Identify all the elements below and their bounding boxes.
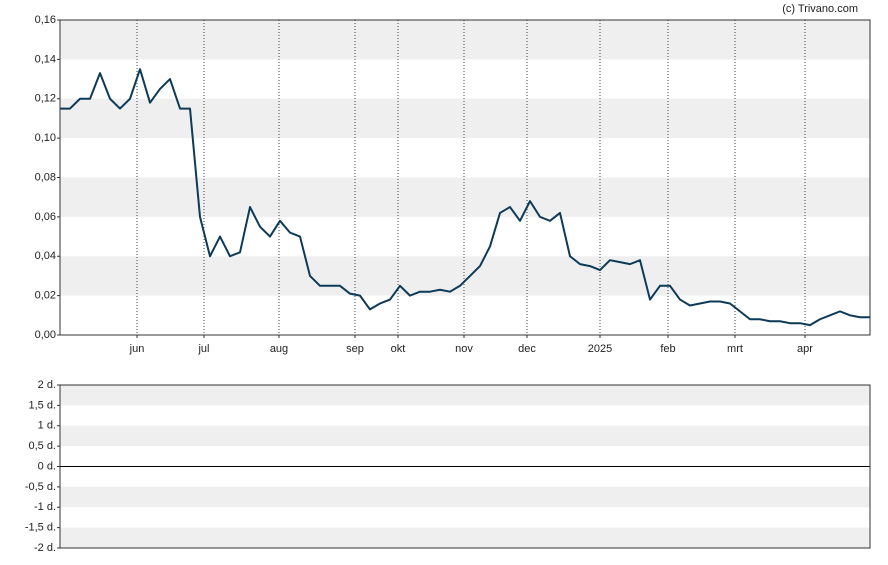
x-tick-label: aug	[270, 343, 288, 355]
x-tick-label: apr	[797, 343, 813, 355]
y-tick-label: 0 d.	[38, 460, 56, 472]
x-tick-label: feb	[660, 343, 675, 355]
grid-band	[60, 20, 870, 60]
x-tick-label: okt	[391, 343, 406, 355]
y-tick-label: -0,5 d.	[25, 481, 56, 493]
grid-band	[60, 256, 870, 296]
y-tick-label: 0,04	[35, 250, 56, 262]
x-tick-label: dec	[518, 343, 536, 355]
grid-band	[60, 425, 870, 447]
y-tick-label: 0,16	[35, 14, 56, 26]
x-tick-label: 2025	[588, 343, 612, 355]
y-tick-label: -1,5 d.	[25, 522, 56, 534]
grid-band	[60, 527, 870, 548]
y-tick-label: 0,02	[35, 290, 56, 302]
y-tick-label: 1 d.	[38, 420, 56, 432]
x-tick-label: jun	[129, 343, 145, 355]
plot-border	[59, 19, 871, 336]
credit: (c) Trivano.com	[782, 3, 858, 15]
y-tick-label: -2 d.	[34, 542, 56, 554]
grid-band	[60, 486, 870, 508]
y-tick-label: 0,06	[35, 211, 56, 223]
price-line	[60, 68, 870, 327]
x-tick-label: nov	[455, 343, 473, 355]
x-tick-label: sep	[346, 343, 364, 355]
y-tick-label: 0,14	[35, 53, 56, 65]
y-tick-label: 1,5 d.	[28, 399, 56, 411]
grid-band	[60, 98, 870, 139]
y-tick-label: -1 d.	[34, 501, 56, 513]
y-tick-label: 2 d.	[38, 379, 56, 391]
y-tick-label: 0,12	[35, 93, 56, 105]
grid-band	[60, 385, 870, 406]
y-tick-label: 0,5 d.	[28, 440, 56, 452]
plot-border	[59, 384, 871, 549]
y-tick-label: 0,00	[35, 329, 56, 341]
y-tick-label: 0,08	[35, 171, 56, 183]
grid-band	[60, 177, 870, 217]
x-tick-label: mrt	[727, 343, 743, 355]
x-tick-label: jul	[197, 343, 209, 355]
y-tick-label: 0,10	[35, 132, 56, 144]
